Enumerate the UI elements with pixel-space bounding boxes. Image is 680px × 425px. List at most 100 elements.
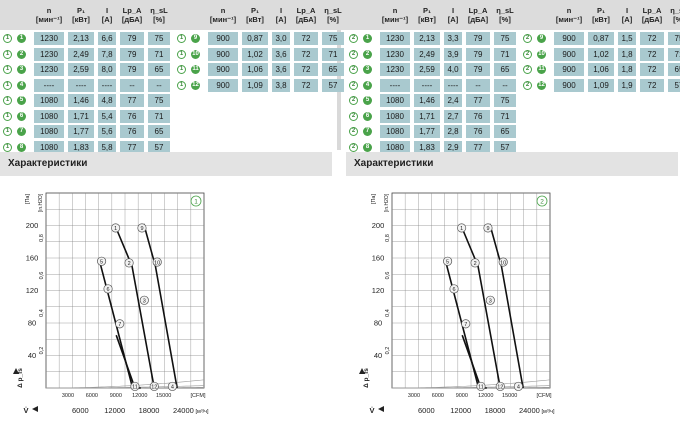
y-unit-label: [Па] xyxy=(371,193,377,204)
circuit-badge-icon: 1 xyxy=(3,96,12,105)
column-header-symbol: I xyxy=(625,6,629,15)
table-cell: 1230 xyxy=(34,32,64,45)
column-header-symbol: I xyxy=(451,6,455,15)
circuit-badge-icon: 1 xyxy=(3,111,12,121)
table-row: 1 2 1230 2,49 7,8 79 71 xyxy=(0,47,174,63)
y-axis-label: Δ p_fs xyxy=(363,368,370,388)
column-header-symbol: P₁ xyxy=(250,6,260,15)
table-cell: 1,83 xyxy=(414,140,440,154)
table-cell: 75 xyxy=(148,94,170,107)
curve-number-icon: 7 xyxy=(363,127,372,136)
y2-unit-label: [in.H2O] xyxy=(384,193,390,212)
circuit-badge-icon: 2 xyxy=(349,65,358,74)
table-cell: 77 xyxy=(466,140,490,154)
table-cell: 900 xyxy=(208,63,238,76)
table-cell: 2,59 xyxy=(414,63,440,76)
table-cell: 1,71 xyxy=(414,109,440,123)
table-cell: 71 xyxy=(322,47,344,61)
column-header: η_sL[%] xyxy=(322,6,344,24)
table-header xyxy=(0,0,174,30)
operating-point-label: 12 xyxy=(497,385,503,391)
table-cell: -- xyxy=(494,78,516,92)
column-header-unit: [%] xyxy=(327,15,339,24)
x-tick-cfm: 3000 xyxy=(408,393,420,399)
table-cell: 72 xyxy=(640,78,664,92)
panel-2: n [мин⁻¹] P₁ [кВт] I [A] Lp_A [дБА] η_sL [%] 2 1 123… xyxy=(346,0,680,425)
y-tick-label: 40 xyxy=(374,351,382,360)
operating-point-label: 9 xyxy=(486,226,489,232)
table-cell: 1080 xyxy=(34,125,64,138)
table-cell: 1080 xyxy=(380,94,410,107)
table-cell: 2,8 xyxy=(444,125,462,138)
column-header-unit: [A] xyxy=(275,15,287,24)
x-tick-cfm: 15000 xyxy=(502,393,517,399)
column-header-symbol: I xyxy=(105,6,109,15)
circuit-badge-icon: 2 xyxy=(349,49,358,59)
x-tick-m3h: 18000 xyxy=(485,406,506,415)
y2-tick-label: 0,8 xyxy=(39,234,45,242)
operating-point-label: 2 xyxy=(128,261,131,267)
operating-point-marker xyxy=(461,319,471,329)
column-header: I [A] xyxy=(98,6,116,24)
table-cell: 1,06 xyxy=(242,63,268,76)
x-unit-cfm: [CFM] xyxy=(191,393,206,399)
table-cell: 5,8 xyxy=(98,140,116,154)
table-cell: 65 xyxy=(148,125,170,138)
table-cell: 72 xyxy=(640,32,664,45)
table-cell: 79 xyxy=(466,47,490,61)
table-cell: 1080 xyxy=(34,109,64,123)
section-header-1: Характеристики xyxy=(0,152,332,176)
table-cell: 71 xyxy=(668,47,680,61)
table-cell: 0,87 xyxy=(588,32,614,45)
table-cell: 75 xyxy=(494,32,516,45)
table-cell: 3,8 xyxy=(272,78,290,92)
table-cell: 5,4 xyxy=(98,109,116,123)
operating-point-label: 10 xyxy=(500,260,506,266)
circuit-badge-icon: 2 xyxy=(349,34,358,43)
column-header-unit: [мин⁻¹] xyxy=(381,15,409,24)
table-cell: 57 xyxy=(148,140,170,154)
circuit-badge-icon: 1 xyxy=(3,80,12,90)
y-arrow-icon xyxy=(13,368,19,374)
column-header-unit: [A] xyxy=(101,15,113,24)
column-header-unit: [A] xyxy=(447,15,459,24)
operating-point-label: 2 xyxy=(474,261,477,267)
curve-number-icon: 12 xyxy=(191,80,200,90)
curve-number-icon: 6 xyxy=(363,111,372,121)
column-header-unit: [%] xyxy=(153,15,165,24)
table-cell: 79 xyxy=(120,32,144,45)
y2-tick-label: 0,2 xyxy=(39,347,45,355)
operating-point-label: 11 xyxy=(478,385,484,391)
table-cell: 57 xyxy=(322,78,344,92)
table-cell: 1080 xyxy=(34,94,64,107)
x-tick-m3h: 6000 xyxy=(72,406,89,415)
table-cell: 900 xyxy=(208,47,238,61)
table-cell: 65 xyxy=(494,63,516,76)
x-tick-cfm: 3000 xyxy=(62,393,74,399)
y-tick-label: 160 xyxy=(26,254,39,263)
curve-number-icon: 11 xyxy=(191,65,200,74)
table-cell: 1,46 xyxy=(414,94,440,107)
column-header: Lp_A [дБА] xyxy=(120,6,144,24)
operating-point-marker xyxy=(124,258,134,268)
circuit-badge-icon: 1 xyxy=(177,80,186,90)
table-cell: 2,4 xyxy=(444,94,462,107)
column-header-unit: [дБА] xyxy=(121,15,143,24)
operating-point-marker xyxy=(130,381,140,391)
x-unit-cfm: [CFM] xyxy=(537,393,552,399)
table-cell: 1230 xyxy=(34,63,64,76)
table-cell: 2,59 xyxy=(68,63,94,76)
table-cell: 4,8 xyxy=(98,94,116,107)
table-cell: ---- xyxy=(380,78,410,92)
x-tick-m3h: 24000 xyxy=(519,406,540,415)
circuit-badge-icon: 1 xyxy=(3,127,12,136)
operating-point-marker xyxy=(97,256,107,266)
table-cell: ---- xyxy=(414,78,440,92)
operating-point-marker xyxy=(103,284,113,294)
operating-point-marker xyxy=(449,284,459,294)
table-header xyxy=(174,0,348,30)
table-cell: 5,6 xyxy=(98,125,116,138)
operating-point-marker xyxy=(476,381,486,391)
table-row: 2 3 1230 2,59 4,0 79 65 xyxy=(346,62,520,78)
y-tick-label: 160 xyxy=(372,254,385,263)
